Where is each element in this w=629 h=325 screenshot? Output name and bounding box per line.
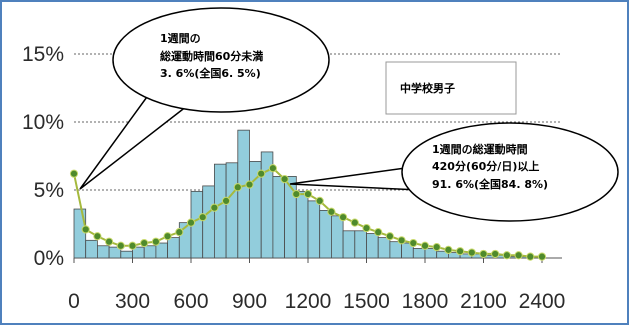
line-point [537,252,547,261]
histogram-bar [272,175,285,259]
x-tick-label: 900 [232,290,267,313]
line-point [362,223,371,233]
y-tick-labels: 0% 5% 10% 15% [22,43,64,270]
histogram-bar [167,237,180,259]
x-tick-label: 2100 [460,290,507,313]
histogram-bar [354,230,367,259]
histogram-bar [120,250,133,259]
x-tick-label: 1500 [343,290,390,313]
callout-low-line3: 3. 6%(全国6. 5%) [160,66,261,80]
histogram-bar [85,239,98,259]
line-point [385,232,394,241]
bars [73,129,543,259]
x-tick-label: 0 [68,290,80,313]
line-point [210,203,219,212]
line-point [432,243,441,252]
callout-high-line1: 1週間の総運動時間 [432,142,528,156]
line-point [93,232,102,241]
line-point [140,238,149,248]
histogram-bar [307,200,321,259]
histogram-bar [295,190,309,259]
line-series [69,164,547,261]
y-tick-label: 5% [34,179,64,202]
histogram-bar [342,230,356,259]
line-point [327,207,336,216]
line-point [186,218,196,227]
y-tick-label: 15% [22,43,64,66]
line-point [315,196,324,205]
histogram-bar [143,245,157,259]
histogram-bar [237,129,250,259]
histogram-bar [225,162,239,259]
line-point [339,213,348,222]
line-point [116,241,125,250]
line-point [526,252,535,261]
callout-high-line2: 420分(60分/日)以上 [432,159,539,173]
callout-low-bubble [112,7,330,113]
line-point [456,247,465,256]
x-tick-labels: 0 300 600 900 1200 1500 1800 2100 2400 [68,290,565,313]
callout-high-bubble [401,122,619,222]
histogram-bar [97,245,110,259]
line-point [163,232,172,241]
histogram-bar [202,185,215,259]
line-point [303,189,313,199]
histogram-bar [330,215,344,259]
line-point [350,218,359,227]
line-point [397,236,406,245]
line-point [128,241,137,250]
y-tick-label: 10% [22,111,64,134]
line-point [514,251,523,260]
y-tick-label: 0% [34,247,64,270]
x-tick-label: 1200 [285,290,332,313]
histogram-bar [366,233,379,259]
line-point [467,248,476,257]
histogram-bar [284,175,297,259]
line-point [222,196,231,205]
line-point [280,175,289,184]
histogram-bar [412,248,426,259]
callout-low-activity: 1週間の 総運動時間60分未満 3. 6%(全国6. 5%) [79,7,330,190]
callout-high-line3: 91. 6%(全国84. 8%) [432,177,548,191]
histogram-bar [377,237,391,259]
callout-high-activity: 1週間の総運動時間 420分(60分/日)以上 91. 6%(全国84. 8%) [289,122,619,222]
x-tick-label: 2400 [519,290,566,313]
callout-high-tail [289,165,421,191]
callout-low-line1: 1週間の [160,31,201,45]
line-point [151,237,160,246]
x-tick-label: 600 [173,290,208,313]
line-point [491,249,500,259]
group-label-box: 中学校男子 [385,61,517,115]
line-point [81,225,90,234]
line-point [420,241,430,250]
histogram-bar [319,209,332,259]
line-point [257,169,266,178]
line-point [292,189,301,199]
histogram-bar [389,241,402,259]
line-point [198,213,207,222]
line-point [175,228,184,237]
x-tick-label: 1800 [402,290,449,313]
group-label-text: 中学校男子 [400,81,455,95]
line-point [444,245,453,254]
line-point [502,251,511,260]
callout-low-line2: 総運動時間60分未満 [160,49,263,63]
line-point [374,228,383,237]
line-point [105,237,114,246]
x-tick-label: 300 [115,290,150,313]
line-point [268,164,277,173]
line-point [479,249,488,259]
line-point [233,183,242,192]
line-point [245,180,254,189]
line-point [69,169,79,178]
line-point [409,238,418,248]
